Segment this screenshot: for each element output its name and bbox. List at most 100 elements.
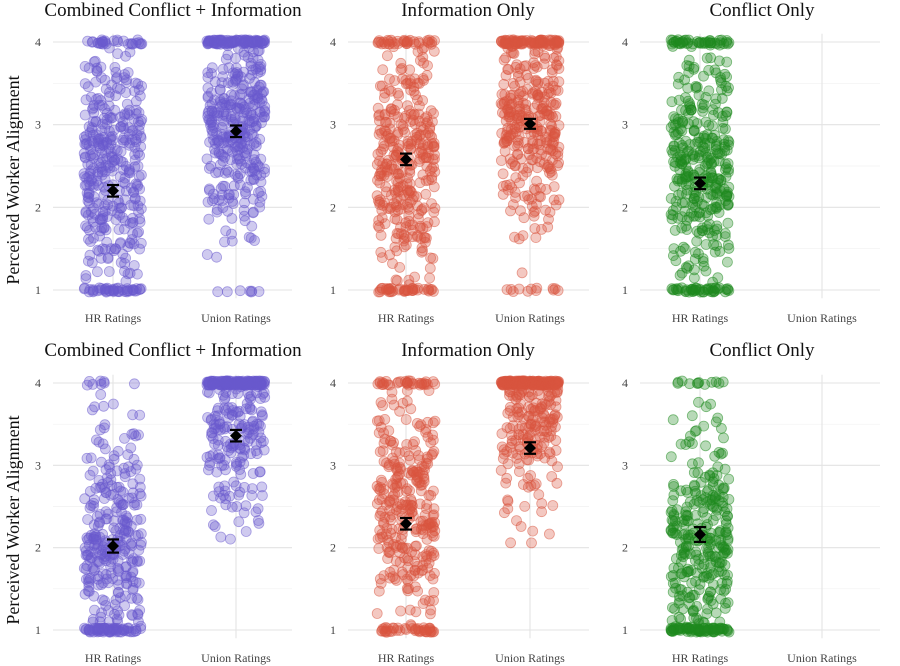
data-point bbox=[668, 141, 680, 152]
data-point bbox=[87, 103, 98, 115]
data-point bbox=[132, 200, 144, 212]
data-point bbox=[255, 64, 267, 75]
data-point bbox=[108, 398, 119, 410]
data-point bbox=[416, 142, 428, 154]
y-tick-label-r1c1: 3 bbox=[35, 118, 41, 132]
data-point bbox=[715, 593, 727, 605]
data-point bbox=[501, 376, 512, 388]
data-point bbox=[372, 220, 384, 232]
data-point bbox=[98, 181, 110, 193]
data-point bbox=[112, 36, 124, 48]
data-point bbox=[108, 286, 120, 297]
data-point bbox=[119, 178, 131, 189]
data-point bbox=[509, 186, 521, 198]
data-point bbox=[134, 555, 146, 567]
y-tick-label-r1c1: 2 bbox=[35, 200, 41, 214]
data-point bbox=[670, 582, 681, 594]
data-point bbox=[232, 150, 244, 162]
x-tick-label-r2c2-1: Union Ratings bbox=[495, 651, 565, 665]
data-point bbox=[701, 52, 713, 64]
data-point bbox=[502, 503, 514, 515]
data-point bbox=[112, 48, 123, 60]
data-point bbox=[414, 177, 426, 189]
data-point bbox=[96, 481, 107, 493]
data-point bbox=[519, 500, 531, 512]
y-tick-label-r1c2: 4 bbox=[330, 35, 336, 49]
y-tick-label-r1c3: 4 bbox=[622, 35, 628, 49]
data-point bbox=[705, 398, 716, 410]
data-point bbox=[669, 180, 680, 192]
data-point bbox=[515, 205, 526, 217]
data-point bbox=[676, 375, 688, 387]
data-point bbox=[427, 417, 439, 429]
data-point bbox=[499, 89, 511, 100]
data-point bbox=[239, 186, 251, 198]
data-point bbox=[237, 378, 249, 390]
data-point bbox=[377, 445, 389, 457]
data-point bbox=[94, 558, 106, 569]
data-point bbox=[680, 135, 692, 147]
data-point bbox=[246, 285, 258, 297]
data-point bbox=[84, 249, 96, 261]
data-point bbox=[115, 592, 126, 603]
y-tick-label-r2c2: 2 bbox=[330, 541, 336, 555]
data-point bbox=[425, 284, 437, 296]
data-point bbox=[111, 72, 123, 83]
data-point bbox=[713, 527, 725, 538]
data-point bbox=[97, 210, 109, 222]
data-point bbox=[516, 267, 528, 279]
panel-title-r2c2: Information Only bbox=[401, 340, 535, 361]
x-tick-label-r2c1-1: Union Ratings bbox=[201, 651, 271, 665]
data-point bbox=[722, 217, 734, 229]
x-tick-label-r1c1-0: HR Ratings bbox=[85, 311, 142, 325]
data-point bbox=[207, 378, 219, 390]
data-point bbox=[228, 476, 240, 488]
data-point bbox=[710, 201, 721, 213]
data-point bbox=[424, 37, 436, 49]
data-point bbox=[218, 489, 229, 501]
data-point bbox=[201, 249, 213, 260]
data-point bbox=[405, 469, 417, 481]
data-point bbox=[402, 172, 413, 184]
data-point bbox=[705, 37, 716, 49]
y-tick-label-r2c1: 3 bbox=[35, 458, 41, 472]
data-point bbox=[423, 489, 435, 501]
data-point bbox=[82, 35, 93, 47]
data-point bbox=[93, 99, 105, 111]
data-point bbox=[676, 173, 688, 185]
x-tick-label-r2c3-0: HR Ratings bbox=[672, 651, 729, 665]
data-point bbox=[112, 207, 123, 219]
data-point bbox=[400, 624, 412, 635]
data-point bbox=[391, 168, 403, 180]
data-point bbox=[544, 528, 555, 540]
data-point bbox=[209, 143, 221, 155]
data-point bbox=[121, 570, 133, 582]
data-point bbox=[692, 36, 703, 47]
data-point bbox=[549, 283, 561, 295]
gridlines bbox=[53, 33, 880, 639]
data-point bbox=[665, 192, 677, 204]
data-point bbox=[81, 379, 93, 391]
data-point bbox=[202, 110, 214, 122]
x-tick-label-r1c3-1: Union Ratings bbox=[787, 311, 857, 325]
data-point bbox=[516, 386, 527, 398]
data-point bbox=[703, 64, 715, 76]
panel-title-r2c1: Combined Conflict + Information bbox=[44, 340, 302, 361]
data-point bbox=[108, 488, 119, 500]
data-point bbox=[545, 430, 557, 442]
data-point bbox=[497, 168, 509, 180]
data-point bbox=[247, 468, 259, 479]
data-point bbox=[509, 140, 520, 152]
data-point bbox=[395, 57, 407, 69]
data-point bbox=[428, 595, 439, 606]
data-point bbox=[702, 593, 714, 605]
data-point bbox=[118, 514, 129, 526]
data-point bbox=[679, 197, 691, 209]
data-point bbox=[708, 285, 720, 297]
data-point bbox=[409, 436, 420, 448]
data-point bbox=[552, 461, 563, 473]
data-point bbox=[233, 516, 245, 528]
data-point bbox=[400, 239, 412, 251]
data-point bbox=[686, 410, 698, 422]
